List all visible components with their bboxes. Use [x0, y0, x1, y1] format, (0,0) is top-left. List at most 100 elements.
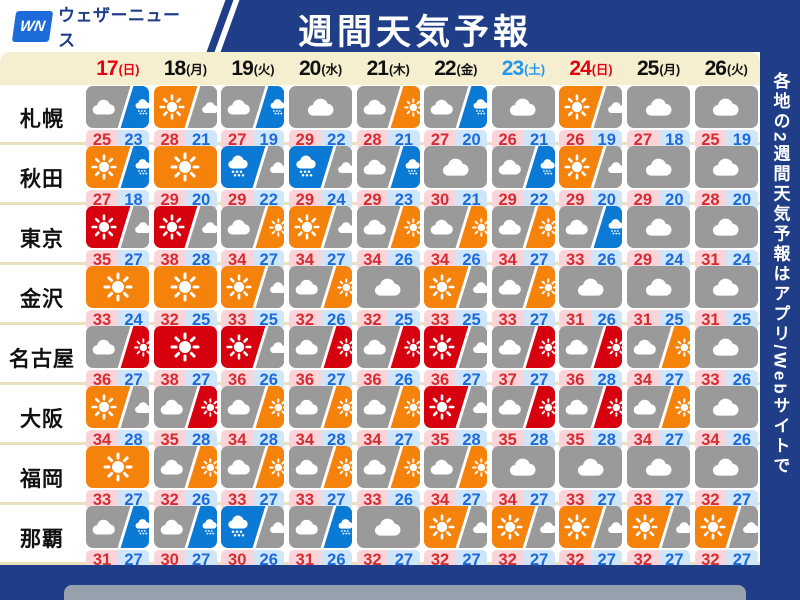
high-temp: 36 — [356, 370, 389, 390]
temps: 34 28 — [86, 430, 150, 450]
table-row: 金沢 33 24 32 25 33 25 32 26 32 25 33 25 33 27 31 26 31 25 31… — [0, 265, 760, 330]
temps: 29 22 — [491, 190, 555, 210]
low-temp: 28 — [523, 430, 555, 450]
weather-cell: 30 26 — [219, 505, 287, 570]
temps: 25 19 — [694, 130, 758, 150]
temps: 33 26 — [356, 490, 420, 510]
cloud-rain-weather-icon — [559, 206, 623, 248]
high-temp: 36 — [221, 370, 253, 390]
sun-weather-icon — [86, 266, 150, 308]
high-temp: 30 — [424, 190, 456, 210]
weather-cell: 29 24 — [625, 205, 693, 270]
low-temp: 28 — [185, 430, 217, 450]
low-temp: 22 — [320, 130, 353, 150]
city-name: 名古屋 — [9, 347, 75, 371]
high-temp: 29 — [289, 190, 321, 210]
page-title: 週間天気予報 — [297, 13, 532, 52]
temps: 33 26 — [559, 250, 623, 270]
date-header-cell: 23 (土) — [490, 52, 558, 85]
temps: 26 19 — [559, 130, 623, 150]
low-temp: 20 — [590, 190, 623, 210]
high-temp: 33 — [356, 490, 389, 510]
temps: 29 22 — [221, 190, 285, 210]
weather-cell: 33 26 — [354, 445, 422, 510]
temps: 28 21 — [356, 130, 420, 150]
low-temp: 20 — [455, 130, 488, 150]
temps: 33 25 — [424, 310, 488, 330]
temps: 33 27 — [491, 310, 555, 330]
temps: 33 25 — [221, 310, 285, 330]
high-temp: 34 — [221, 250, 253, 270]
cloud-weather-icon — [289, 86, 353, 128]
sun-weather-icon — [153, 146, 217, 188]
low-temp: 25 — [388, 310, 420, 330]
weather-cell: 35 27 — [84, 205, 152, 270]
low-temp: 21 — [185, 130, 217, 150]
cloud-hotsun-weather-icon — [289, 326, 353, 368]
low-temp: 24 — [320, 190, 353, 210]
weather-cell: 33 25 — [219, 265, 287, 330]
sun-weather-icon — [86, 446, 150, 488]
low-temp: 27 — [455, 490, 488, 510]
cloud-hotsun-weather-icon — [559, 386, 623, 428]
weather-cell: 28 21 — [152, 85, 220, 150]
hotsun-cloud-weather-icon — [424, 326, 488, 368]
date-day: 21 — [366, 56, 389, 80]
high-temp: 29 — [627, 250, 659, 270]
high-temp: 27 — [221, 130, 253, 150]
cloud-sun-weather-icon — [627, 326, 691, 368]
cloud-weather-icon — [491, 86, 555, 128]
high-temp: 31 — [559, 310, 591, 330]
high-temp: 33 — [694, 370, 727, 390]
cloud-hotsun-weather-icon — [153, 386, 217, 428]
high-temp: 35 — [424, 430, 456, 450]
date-day: 24 — [569, 56, 591, 80]
high-temp: 35 — [491, 430, 524, 450]
date-dow: (金) — [456, 63, 478, 77]
cloud-sun-weather-icon — [289, 266, 353, 308]
weather-cell: 34 28 — [219, 385, 287, 450]
hotsun-cloud-weather-icon — [424, 386, 488, 428]
high-temp: 33 — [491, 310, 524, 330]
temps: 35 27 — [86, 250, 150, 270]
temps: 34 26 — [694, 430, 758, 450]
weather-cell: 36 26 — [354, 325, 422, 390]
weather-cell: 34 27 — [625, 385, 693, 450]
temps: 33 27 — [221, 490, 285, 510]
low-temp: 20 — [185, 190, 217, 210]
header-bar: WN ウェザーニュース 週間天気予報 — [0, 0, 800, 52]
sun-cloud-weather-icon — [559, 506, 623, 548]
high-temp: 33 — [559, 490, 591, 510]
hotsun-cloud-weather-icon — [221, 326, 285, 368]
weather-cell: 28 20 — [692, 145, 760, 210]
temps: 29 24 — [627, 250, 691, 270]
high-temp: 34 — [86, 430, 118, 450]
high-temp: 35 — [559, 430, 591, 450]
temps: 33 27 — [627, 490, 691, 510]
weather-cell: 32 25 — [354, 265, 422, 330]
date-day: 23 — [501, 56, 524, 80]
weather-cell: 33 27 — [557, 445, 625, 510]
weather-cell: 29 20 — [152, 145, 220, 210]
high-temp: 34 — [289, 250, 321, 270]
weather-cell: 34 27 — [490, 205, 558, 270]
weather-cell: 34 27 — [422, 445, 490, 510]
temps: 29 22 — [289, 130, 353, 150]
city-name: 福岡 — [20, 467, 64, 491]
temps: 31 26 — [559, 310, 623, 330]
temps: 33 27 — [289, 490, 353, 510]
low-temp: 27 — [185, 370, 217, 390]
low-temp: 21 — [388, 130, 420, 150]
date-day: 22 — [434, 56, 456, 80]
temps: 25 23 — [86, 130, 150, 150]
temps: 36 27 — [289, 370, 353, 390]
side-note-text: 各地の2週間天気予報はアプリ/Webサイトで — [770, 72, 790, 477]
cloud-weather-icon — [627, 446, 691, 488]
high-temp: 34 — [356, 250, 389, 270]
sun-cloud-weather-icon — [221, 266, 285, 308]
low-temp: 27 — [726, 490, 758, 510]
weather-cell: 34 27 — [219, 205, 287, 270]
temps: 38 27 — [153, 370, 217, 390]
temps: 27 18 — [86, 190, 150, 210]
low-temp: 26 — [185, 490, 217, 510]
